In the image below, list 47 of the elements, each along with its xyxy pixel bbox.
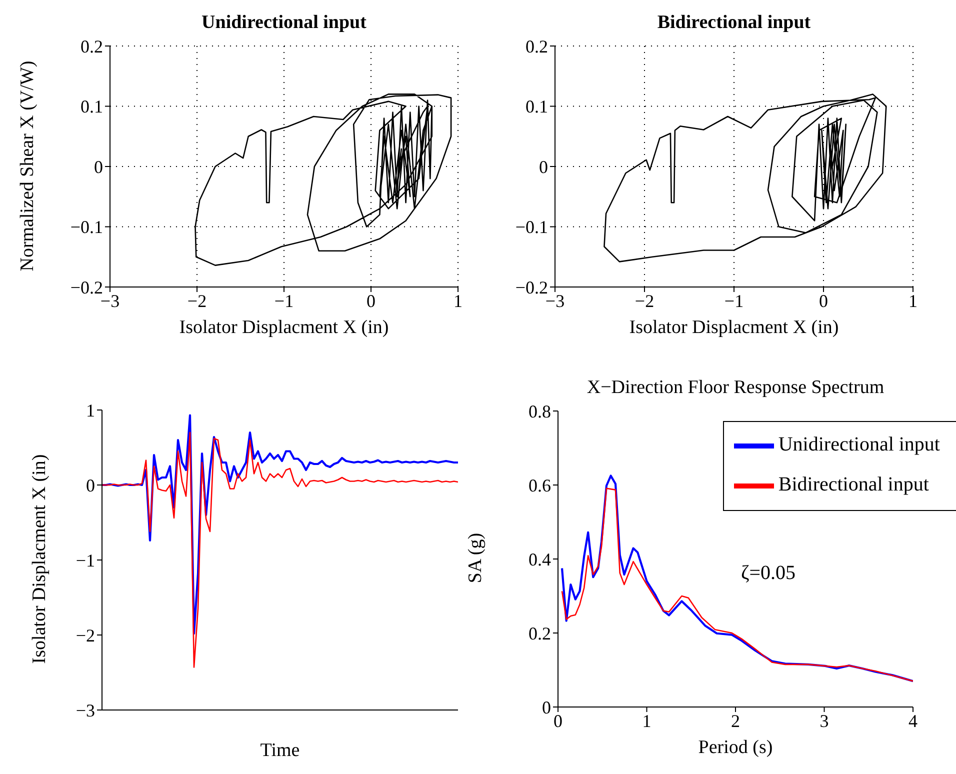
x-axis-title: Time [259, 740, 301, 762]
x-tick-label: 1 [642, 710, 652, 731]
x-tick-label: 1 [908, 290, 918, 311]
x-tick-label: 0 [819, 290, 828, 311]
y-axis-title: Isolator Displacment X (in) [29, 453, 51, 666]
line-series [102, 432, 458, 668]
x-axis-title: Isolator Displacment X (in) [178, 317, 390, 339]
y-tick-label: −1 [76, 550, 95, 570]
y-tick-label: 1 [86, 400, 95, 420]
y-axis-title: Normalized Shear X (V/W) [17, 59, 39, 273]
line-series [102, 414, 458, 635]
y-tick-label: 0 [94, 156, 103, 177]
y-tick-label: 0.8 [528, 401, 551, 422]
x-tick-label: −2 [187, 290, 207, 311]
chart-title: X−Direction Floor Response Spectrum [586, 377, 886, 399]
y-tick-label: 0.4 [528, 549, 551, 570]
y-tick-label: 0 [542, 697, 551, 718]
annotation: ζ=0.05 [741, 562, 796, 585]
x-tick-label: 4 [908, 710, 918, 731]
x-tick-label: 2 [731, 710, 740, 731]
x-tick-label: −3 [100, 290, 120, 311]
y-tick-label: 0.1 [80, 96, 103, 117]
y-tick-label: 0.1 [526, 96, 548, 117]
legend-label: Unidirectional input [778, 434, 940, 456]
chart-title: Unidirectional input [200, 12, 368, 34]
chart-title: Bidirectional input [656, 12, 812, 34]
y-tick-label: 0.2 [526, 36, 548, 56]
y-tick-label: 0 [539, 156, 548, 177]
x-tick-label: 0 [366, 290, 376, 311]
x-axis-title: Isolator Displacment X (in) [628, 317, 840, 339]
y-tick-label: −0.1 [515, 217, 548, 238]
x-tick-label: 1 [454, 290, 462, 311]
x-axis-title: Period (s) [697, 737, 774, 759]
y-tick-label: −2 [76, 625, 95, 646]
y-tick-label: −0.2 [515, 277, 548, 298]
x-tick-label: −2 [634, 290, 654, 311]
x-tick-label: −1 [724, 290, 744, 311]
y-tick-label: 0.2 [528, 623, 551, 644]
y-tick-label: 0.2 [80, 36, 103, 56]
x-tick-label: 3 [820, 710, 829, 731]
legend-label: Bidirectional input [778, 474, 929, 496]
y-axis-title: SA (g) [465, 532, 487, 586]
x-tick-label: −1 [274, 290, 294, 311]
y-tick-label: 0.6 [528, 475, 551, 496]
y-tick-label: 0 [86, 475, 95, 496]
y-tick-label: −0.1 [70, 217, 103, 238]
y-tick-label: −0.2 [70, 277, 103, 298]
